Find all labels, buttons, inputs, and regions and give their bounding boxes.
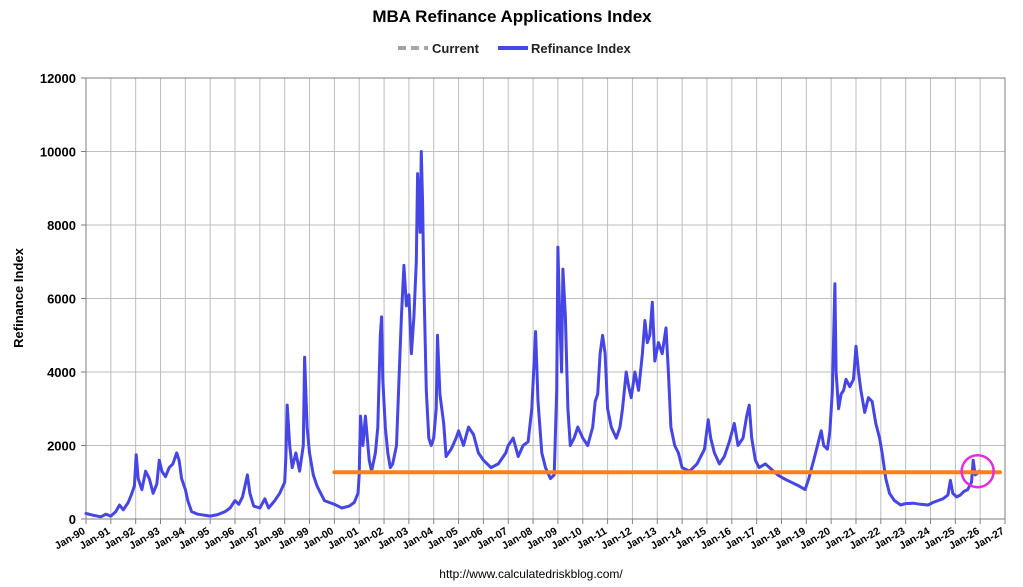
y-axis-label: Refinance Index: [11, 247, 26, 347]
legend-label-refinance-index: Refinance Index: [531, 41, 631, 56]
chart-title: MBA Refinance Applications Index: [372, 7, 652, 26]
y-tick-label-6000: 6000: [47, 292, 76, 307]
plot-area-frame: [85, 77, 1006, 520]
annotation-layer: [960, 453, 995, 489]
y-tick-label-4000: 4000: [47, 365, 76, 380]
x-axis-ticks: Jan-90Jan-91Jan-92Jan-93Jan-94Jan-95Jan-…: [53, 519, 1007, 552]
series-line-refinance-index: [84, 150, 981, 519]
y-tick-label-8000: 8000: [47, 218, 76, 233]
legend: Current Refinance Index: [398, 41, 631, 56]
y-tick-label-12000: 12000: [40, 71, 76, 86]
y-tick-label-2000: 2000: [47, 439, 76, 454]
y-tick-label-0: 0: [69, 512, 76, 527]
y-tick-label-10000: 10000: [40, 145, 76, 160]
legend-label-current: Current: [432, 41, 480, 56]
source-url: http://www.calculatedriskblog.com/: [439, 567, 623, 581]
series-layer: [84, 150, 1002, 519]
gridlines: [86, 77, 1005, 519]
y-axis-ticks: 0 2000 4000 6000 8000 10000 12000: [40, 71, 86, 527]
annotation-circle-0: [960, 453, 995, 489]
